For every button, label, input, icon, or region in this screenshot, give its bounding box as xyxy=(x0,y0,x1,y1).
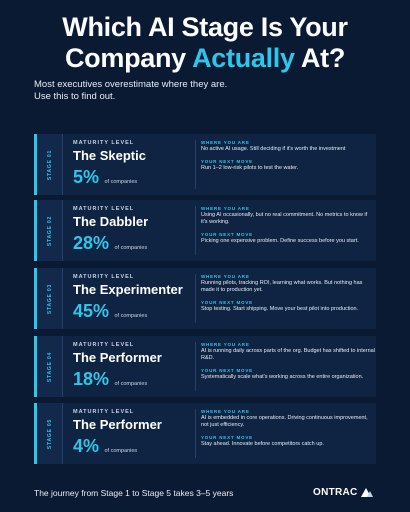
stage-tag: STAGE 04 xyxy=(37,336,63,397)
percent-note: of companies xyxy=(114,381,148,387)
card-divider xyxy=(195,342,196,391)
brand-logo: ONTRAC xyxy=(313,485,373,499)
next-label: YOUR NEXT MOVE xyxy=(201,159,253,164)
stage-card-2: STAGE 02 MATURITY LEVEL The Dabbler 28% … xyxy=(34,200,376,261)
stage-percent: 4% xyxy=(73,436,100,456)
stage-name: The Dabbler xyxy=(73,214,149,229)
page-title: Which AI Stage Is Your Company Actually … xyxy=(0,12,410,74)
title-line-2: Company Actually At? xyxy=(0,43,410,74)
percent-row: 4% of companies xyxy=(73,436,197,457)
stage-card-5: STAGE 05 MATURITY LEVEL The Performer 4%… xyxy=(34,403,376,464)
stage-percent: 45% xyxy=(73,301,110,321)
title-accent-word: Actually xyxy=(192,43,295,73)
stage-percent: 28% xyxy=(73,233,110,253)
where-label: WHERE YOU ARE xyxy=(201,140,250,145)
card-divider xyxy=(195,206,196,255)
stage-card-3: STAGE 03 MATURITY LEVEL The Experimenter… xyxy=(34,268,376,329)
card-divider xyxy=(195,409,196,458)
stage-percent: 5% xyxy=(73,167,100,187)
where-text: Using AI occasionally, but no real commi… xyxy=(201,212,368,225)
subtitle: Most executives overestimate where they … xyxy=(34,79,374,103)
title-line-2-end: At? xyxy=(294,43,346,73)
where-text: AI is running daily across parts of the … xyxy=(201,348,375,361)
next-text: Picking one expensive problem. Define su… xyxy=(201,238,359,244)
next-text: Run 1–2 low-risk pilots to test the wate… xyxy=(201,165,299,171)
percent-note: of companies xyxy=(104,179,138,185)
where-label: WHERE YOU ARE xyxy=(201,342,250,347)
next-text: Systematically scale what's working acro… xyxy=(201,374,364,380)
where-text: AI is embedded in core operations. Drivi… xyxy=(201,415,368,428)
stage-label: STAGE 02 xyxy=(46,215,53,246)
where-text: No active AI usage. Still deciding if it… xyxy=(201,146,346,152)
next-text: Stay ahead. Innovate before competitors … xyxy=(201,441,324,447)
stage-tag: STAGE 03 xyxy=(37,268,63,329)
stage-name: The Experimenter xyxy=(73,282,183,297)
title-line-2-start: Company xyxy=(64,43,193,73)
maturity-label: MATURITY LEVEL xyxy=(73,140,135,146)
stage-label: STAGE 03 xyxy=(46,283,53,314)
card-divider xyxy=(195,274,196,323)
stage-label: STAGE 01 xyxy=(46,149,53,180)
stage-tag: STAGE 02 xyxy=(37,200,63,261)
where-label: WHERE YOU ARE xyxy=(201,206,250,211)
next-label: YOUR NEXT MOVE xyxy=(201,368,253,373)
subtitle-line-2: Use this to find out. xyxy=(34,91,116,102)
stage-label: STAGE 04 xyxy=(46,351,53,382)
stage-percent: 18% xyxy=(73,369,110,389)
stage-label: STAGE 05 xyxy=(46,418,53,449)
percent-row: 5% of companies xyxy=(73,167,197,188)
maturity-label: MATURITY LEVEL xyxy=(73,274,135,280)
percent-row: 28% of companies xyxy=(73,233,197,254)
title-line-1: Which AI Stage Is Your xyxy=(62,12,348,42)
next-label: YOUR NEXT MOVE xyxy=(201,232,253,237)
maturity-label: MATURITY LEVEL xyxy=(73,409,135,415)
percent-note: of companies xyxy=(114,245,148,251)
next-text: Stop testing. Start shipping. Move your … xyxy=(201,306,359,312)
card-divider xyxy=(195,140,196,189)
stage-tag: STAGE 05 xyxy=(37,403,63,464)
subtitle-line-1: Most executives overestimate where they … xyxy=(34,79,228,90)
mountain-icon xyxy=(360,488,373,497)
maturity-label: MATURITY LEVEL xyxy=(73,206,135,212)
where-label: WHERE YOU ARE xyxy=(201,274,250,279)
where-text: Running pilots, tracking ROI, learning w… xyxy=(201,280,363,293)
footer-text: The journey from Stage 1 to Stage 5 take… xyxy=(34,488,234,498)
maturity-label: MATURITY LEVEL xyxy=(73,342,135,348)
next-label: YOUR NEXT MOVE xyxy=(201,300,253,305)
stage-name: The Performer xyxy=(73,350,162,365)
next-label: YOUR NEXT MOVE xyxy=(201,435,253,440)
logo-text: ONTRAC xyxy=(313,486,358,498)
where-label: WHERE YOU ARE xyxy=(201,409,250,414)
percent-row: 18% of companies xyxy=(73,369,197,390)
percent-row: 45% of companies xyxy=(73,301,197,322)
stage-name: The Performer xyxy=(73,417,162,432)
stage-card-1: STAGE 01 MATURITY LEVEL The Skeptic 5% o… xyxy=(34,134,376,195)
stage-name: The Skeptic xyxy=(73,148,146,163)
percent-note: of companies xyxy=(104,448,138,454)
stage-tag: STAGE 01 xyxy=(37,134,63,195)
stage-card-4: STAGE 04 MATURITY LEVEL The Performer 18… xyxy=(34,336,376,397)
percent-note: of companies xyxy=(114,313,148,319)
